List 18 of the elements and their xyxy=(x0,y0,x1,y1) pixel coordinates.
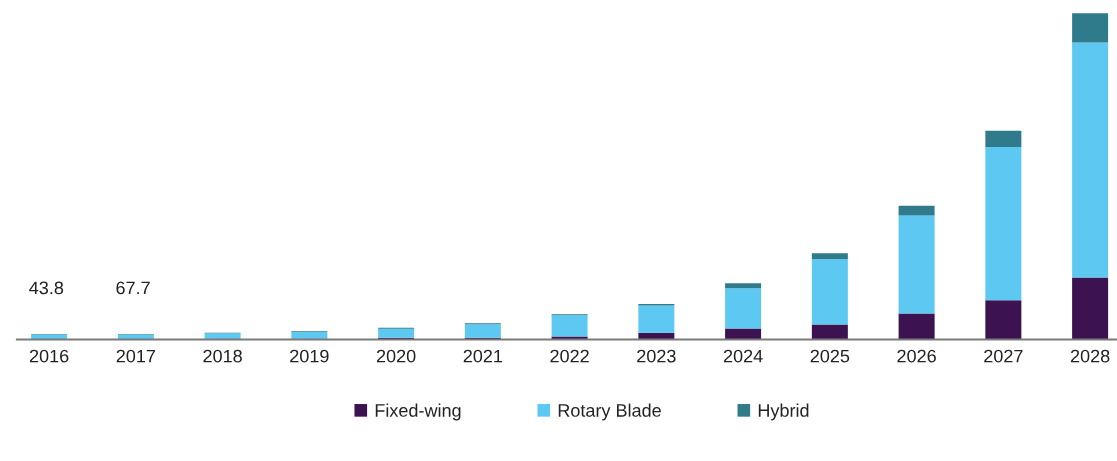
x-tick-label: 2026 xyxy=(897,349,936,363)
x-tick-label: 2025 xyxy=(810,349,850,363)
x-tick-label: 2017 xyxy=(116,349,156,363)
x-tick-label: 2016 xyxy=(29,349,69,363)
x-tick-label: 2019 xyxy=(290,349,329,363)
x-tick-label: 2023 xyxy=(637,349,676,363)
x-tick-label: 2021 xyxy=(463,349,503,363)
legend-label: Hybrid xyxy=(758,403,809,421)
x-tick-label: 2027 xyxy=(984,349,1023,363)
x-tick-label: 2024 xyxy=(723,349,763,363)
x-tick-label: 2028 xyxy=(1070,349,1110,363)
annotation: 43.8 xyxy=(29,281,64,295)
annotation: 67.7 xyxy=(116,281,150,295)
x-tick-label: 2022 xyxy=(550,349,589,363)
legend-label: Rotary Blade xyxy=(558,403,661,421)
x-tick-label: 2020 xyxy=(376,349,416,363)
legend-label: Fixed-wing xyxy=(375,403,461,421)
x-tick-label: 2018 xyxy=(203,349,242,363)
